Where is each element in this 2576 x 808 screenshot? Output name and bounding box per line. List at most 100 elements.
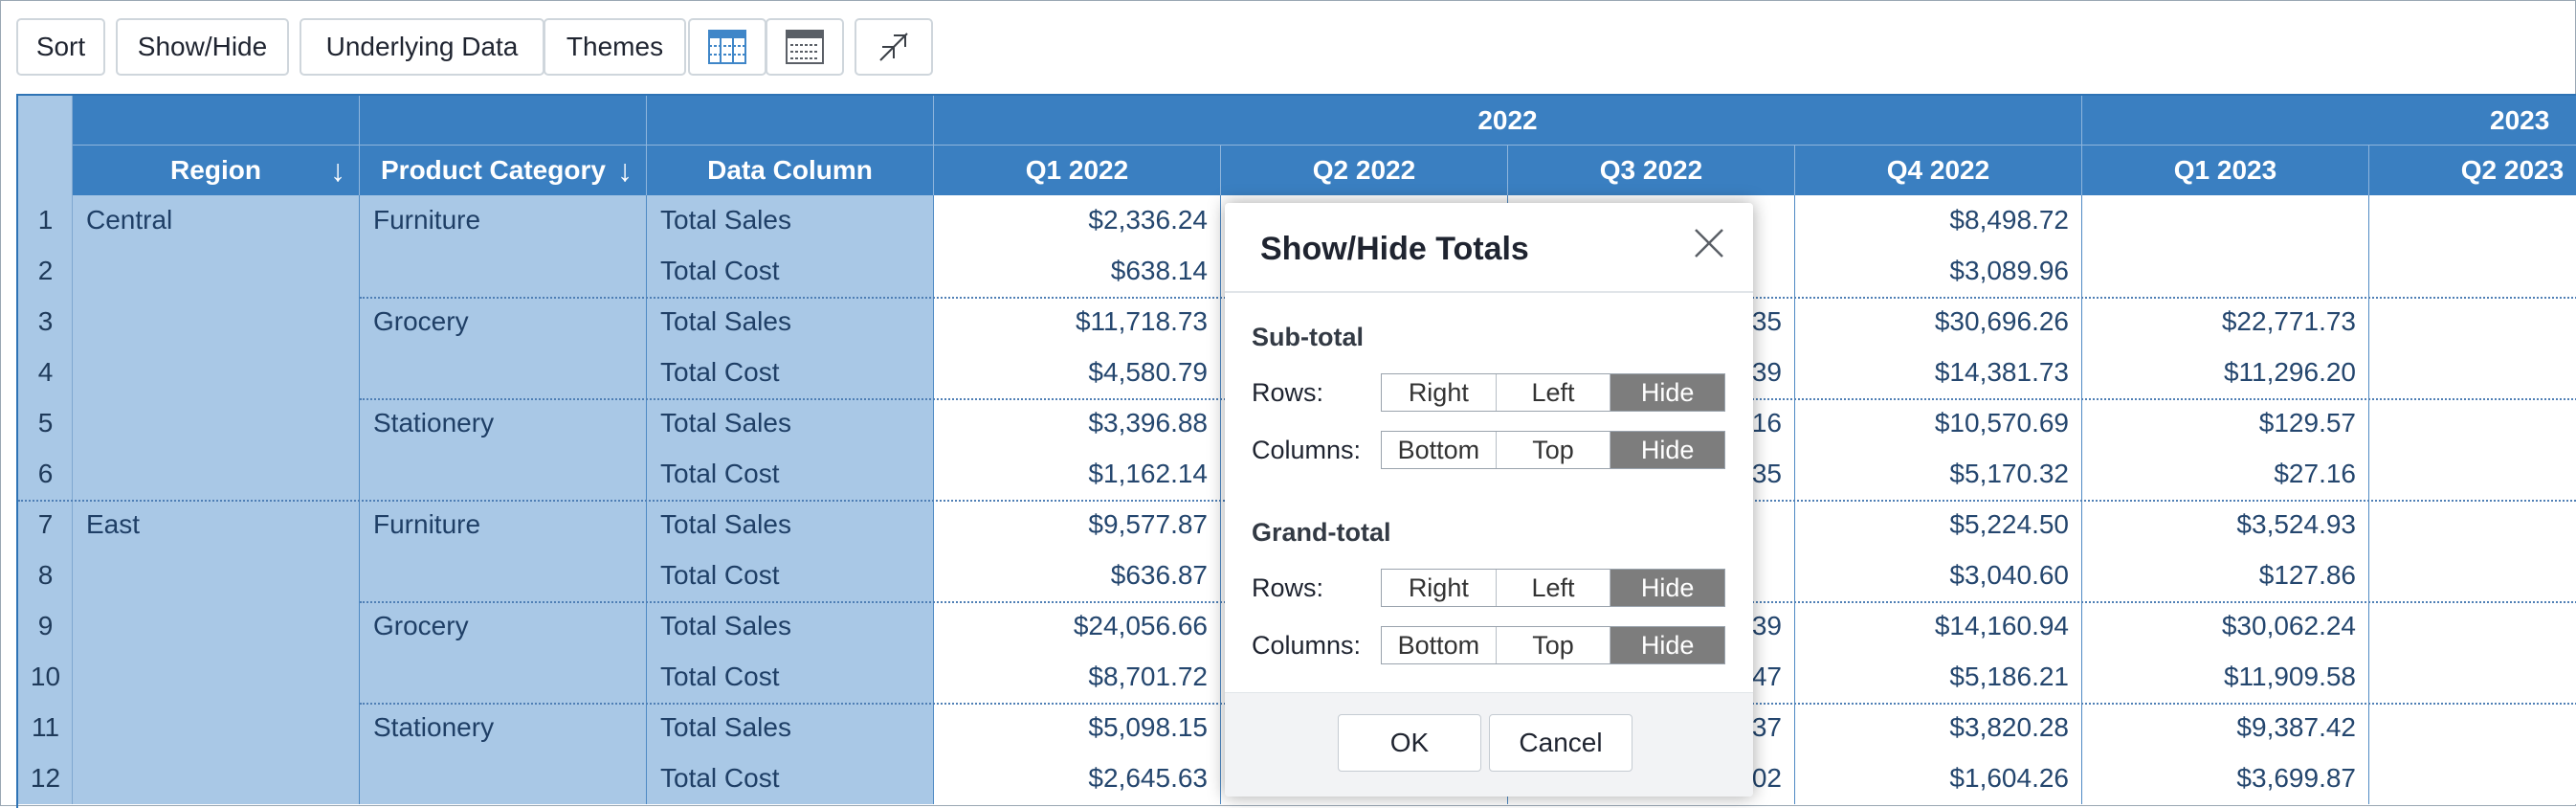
value-cell[interactable] bbox=[2082, 246, 2369, 297]
toggle-option-hide[interactable]: Hide bbox=[1610, 627, 1725, 663]
quarter-header[interactable]: Q1 2023 bbox=[2082, 146, 2369, 195]
quarter-header[interactable]: Q4 2022 bbox=[1795, 146, 2082, 195]
quarter-header[interactable]: Q2 2023 bbox=[2369, 146, 2576, 195]
data-column-cell[interactable]: Total Sales bbox=[660, 509, 791, 539]
toggle-option-top[interactable]: Top bbox=[1497, 627, 1611, 663]
value-cell[interactable]: $5,170.32 bbox=[1949, 459, 2069, 488]
quarter-header[interactable]: Q2 2022 bbox=[1221, 146, 1508, 195]
quarter-header[interactable]: Q3 2022 bbox=[1508, 146, 1795, 195]
toggle-option-left[interactable]: Left bbox=[1497, 570, 1611, 606]
year-header-2023[interactable]: 2023 bbox=[2082, 96, 2576, 146]
value-cell[interactable]: $9,387.42 bbox=[2236, 712, 2356, 742]
category-cell[interactable]: Stationery bbox=[373, 408, 495, 438]
data-column-cell[interactable]: Total Sales bbox=[660, 611, 791, 640]
value-cell[interactable]: $1,162.14 bbox=[1088, 459, 1208, 488]
value-cell[interactable] bbox=[2082, 195, 2369, 246]
value-cell[interactable]: $2 bbox=[2369, 246, 2576, 297]
close-button[interactable] bbox=[1688, 222, 1730, 264]
value-cell[interactable]: $24,056.66 bbox=[1073, 611, 1208, 640]
value-cell[interactable]: $14,381.73 bbox=[1934, 357, 2069, 387]
toggle-option-bottom[interactable]: Bottom bbox=[1382, 627, 1497, 663]
value-cell[interactable]: $11,296.20 bbox=[2223, 357, 2356, 387]
data-column-header[interactable]: Data Column bbox=[647, 146, 934, 195]
data-column-cell[interactable]: Total Cost bbox=[660, 357, 780, 387]
value-cell[interactable]: $3,524.93 bbox=[2236, 509, 2356, 539]
data-column-cell[interactable]: Total Cost bbox=[660, 763, 780, 793]
data-column-cell[interactable]: Total Sales bbox=[660, 712, 791, 742]
value-cell[interactable]: $1 bbox=[2369, 398, 2576, 449]
value-cell[interactable]: $11,718.73 bbox=[1075, 306, 1208, 336]
value-cell[interactable]: $2,336.24 bbox=[1088, 205, 1208, 235]
value-cell[interactable]: $4 bbox=[2369, 550, 2576, 601]
data-column-cell[interactable]: Total Sales bbox=[660, 408, 791, 438]
value-cell[interactable]: 35 bbox=[1751, 306, 1782, 336]
value-cell[interactable]: $ bbox=[2369, 449, 2576, 500]
toggle-option-right[interactable]: Right bbox=[1382, 570, 1497, 606]
value-cell[interactable]: $9,577.87 bbox=[1088, 509, 1208, 539]
value-cell[interactable]: $3,040.60 bbox=[1949, 560, 2069, 590]
collapse-button[interactable] bbox=[855, 18, 933, 76]
data-column-cell[interactable]: Total Sales bbox=[660, 205, 791, 235]
compact-layout-button[interactable] bbox=[766, 18, 844, 76]
value-cell[interactable]: $3,699.87 bbox=[2236, 763, 2356, 793]
data-column-cell[interactable]: Total Cost bbox=[660, 560, 780, 590]
value-cell[interactable]: $11,909.58 bbox=[2223, 662, 2356, 691]
value-cell[interactable]: 39 bbox=[1751, 611, 1782, 640]
value-cell[interactable]: $12,1 bbox=[2369, 297, 2576, 348]
toggle-option-hide[interactable]: Hide bbox=[1610, 374, 1725, 411]
region-header[interactable]: Region ↓ bbox=[73, 146, 360, 195]
toggle-option-left[interactable]: Left bbox=[1497, 374, 1611, 411]
sort-desc-icon[interactable]: ↓ bbox=[617, 153, 633, 188]
value-cell[interactable]: $3,820.28 bbox=[1949, 712, 2069, 742]
value-cell[interactable]: $8,498.72 bbox=[1949, 205, 2069, 235]
sort-button[interactable]: Sort bbox=[16, 18, 105, 76]
value-cell[interactable]: 47 bbox=[1751, 662, 1782, 691]
value-cell[interactable]: $4,580.79 bbox=[1088, 357, 1208, 387]
data-column-cell[interactable]: Total Cost bbox=[660, 662, 780, 691]
toggle-option-hide[interactable]: Hide bbox=[1610, 432, 1725, 468]
toggle-option-bottom[interactable]: Bottom bbox=[1382, 432, 1497, 468]
value-cell[interactable]: $30,696.26 bbox=[1934, 306, 2069, 336]
value-cell[interactable]: $30,062.24 bbox=[2221, 611, 2356, 640]
value-cell[interactable]: $2,7 bbox=[2369, 500, 2576, 550]
underlying-data-button[interactable]: Underlying Data bbox=[300, 18, 544, 76]
value-cell[interactable]: $638.14 bbox=[1110, 256, 1208, 285]
category-cell[interactable]: Stationery bbox=[373, 712, 495, 742]
cancel-button[interactable]: Cancel bbox=[1489, 714, 1632, 772]
ok-button[interactable]: OK bbox=[1338, 714, 1481, 772]
value-cell[interactable]: 02 bbox=[1751, 763, 1782, 793]
value-cell[interactable]: $3,089.96 bbox=[1949, 256, 2069, 285]
value-cell[interactable]: 35 bbox=[1751, 459, 1782, 488]
category-cell[interactable]: Furniture bbox=[373, 509, 481, 539]
toggle-option-hide[interactable]: Hide bbox=[1610, 570, 1725, 606]
value-cell[interactable]: $3,8 bbox=[2369, 753, 2576, 804]
data-column-cell[interactable]: Total Sales bbox=[660, 306, 791, 336]
value-cell[interactable]: $14,160.94 bbox=[1934, 611, 2069, 640]
product-category-header[interactable]: Product Category ↓ bbox=[360, 146, 647, 195]
value-cell[interactable]: $27.16 bbox=[2274, 459, 2356, 488]
value-cell[interactable]: $22,771.73 bbox=[2221, 306, 2356, 336]
value-cell[interactable]: 37 bbox=[1751, 712, 1782, 742]
category-cell[interactable]: Grocery bbox=[373, 306, 469, 336]
sort-desc-icon[interactable]: ↓ bbox=[330, 153, 345, 188]
region-cell[interactable]: Central bbox=[86, 205, 173, 235]
value-cell[interactable]: 16 bbox=[1751, 408, 1782, 438]
value-cell[interactable]: $6 bbox=[2369, 195, 2576, 246]
category-cell[interactable]: Furniture bbox=[373, 205, 481, 235]
value-cell[interactable]: $5,224.50 bbox=[1949, 509, 2069, 539]
value-cell[interactable]: $2,645.63 bbox=[1088, 763, 1208, 793]
value-cell[interactable]: $127.86 bbox=[2258, 560, 2356, 590]
value-cell[interactable]: $23,9 bbox=[2369, 601, 2576, 652]
category-cell[interactable]: Grocery bbox=[373, 611, 469, 640]
value-cell[interactable]: $3,1 bbox=[2369, 348, 2576, 398]
data-column-cell[interactable]: Total Cost bbox=[660, 459, 780, 488]
value-cell[interactable]: $10,3 bbox=[2369, 652, 2576, 703]
value-cell[interactable]: $5,186.21 bbox=[1949, 662, 2069, 691]
year-header-2022[interactable]: 2022 bbox=[934, 96, 2082, 146]
value-cell[interactable]: $10,5 bbox=[2369, 703, 2576, 753]
value-cell[interactable]: $129.57 bbox=[2258, 408, 2356, 438]
quarter-header[interactable]: Q1 2022 bbox=[934, 146, 1221, 195]
value-cell[interactable]: $5,098.15 bbox=[1088, 712, 1208, 742]
region-cell[interactable]: East bbox=[86, 509, 141, 539]
value-cell[interactable]: $1,604.26 bbox=[1949, 763, 2069, 793]
